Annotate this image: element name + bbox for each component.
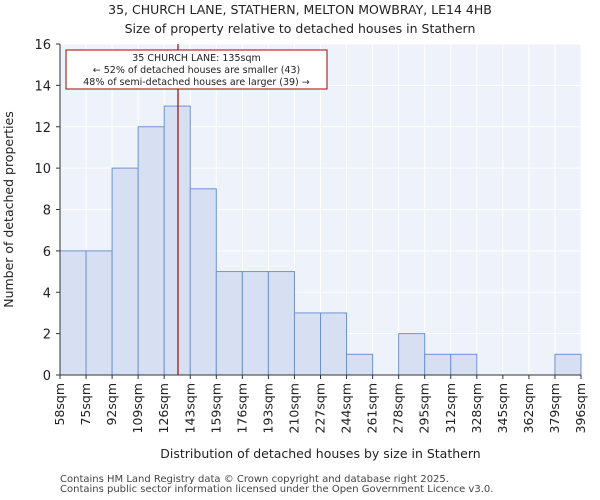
histogram-bar bbox=[189, 188, 217, 376]
annotation-line: 48% of semi-detached houses are larger (… bbox=[83, 77, 310, 88]
x-axis-title: Distribution of detached houses by size … bbox=[160, 446, 480, 461]
histogram-bar bbox=[424, 353, 452, 376]
footer-line-2: Contains public sector information licen… bbox=[60, 484, 494, 495]
y-tick-label: 8 bbox=[43, 204, 51, 219]
histogram-bar bbox=[241, 271, 269, 376]
histogram-bar bbox=[137, 126, 165, 376]
x-tick-label: 278sqm bbox=[391, 383, 406, 433]
histogram-bar bbox=[554, 353, 582, 376]
y-tick-label: 16 bbox=[34, 38, 51, 53]
histogram-bar bbox=[111, 167, 139, 376]
x-tick-label: 227sqm bbox=[313, 383, 328, 433]
chart-title: 35, CHURCH LANE, STATHERN, MELTON MOWBRA… bbox=[108, 2, 492, 17]
x-tick-label: 92sqm bbox=[104, 383, 119, 426]
x-tick-label: 244sqm bbox=[339, 383, 354, 433]
x-tick-label: 176sqm bbox=[234, 383, 249, 433]
y-tick-label: 0 bbox=[43, 369, 51, 384]
histogram-bar bbox=[85, 250, 113, 376]
histogram-bar bbox=[163, 105, 191, 376]
histogram-bar bbox=[215, 271, 243, 376]
histogram-bar bbox=[346, 353, 374, 376]
histogram-bar bbox=[293, 312, 322, 376]
histogram-bar bbox=[320, 312, 348, 376]
x-tick-label: 396sqm bbox=[573, 383, 588, 433]
x-tick-label: 210sqm bbox=[286, 383, 301, 433]
x-tick-label: 345sqm bbox=[495, 383, 510, 433]
chart-subtitle: Size of property relative to detached ho… bbox=[124, 21, 476, 36]
x-tick-label: 159sqm bbox=[208, 383, 223, 433]
x-tick-label: 193sqm bbox=[260, 383, 275, 433]
y-tick-label: 10 bbox=[34, 162, 51, 177]
x-tick-label: 261sqm bbox=[365, 383, 380, 433]
x-tick-label: 312sqm bbox=[443, 383, 458, 433]
x-tick-label: 362sqm bbox=[521, 383, 536, 433]
y-tick-label: 4 bbox=[43, 286, 51, 301]
y-tick-label: 14 bbox=[34, 79, 51, 94]
y-tick-label: 6 bbox=[43, 245, 51, 260]
x-tick-label: 109sqm bbox=[130, 383, 145, 433]
annotation-line: ← 52% of detached houses are smaller (43… bbox=[93, 65, 300, 76]
y-tick-label: 12 bbox=[34, 121, 51, 136]
histogram-bar bbox=[59, 250, 87, 376]
x-tick-label: 143sqm bbox=[182, 383, 197, 433]
y-axis-title: Number of detached properties bbox=[1, 111, 16, 308]
histogram-bar bbox=[398, 333, 426, 376]
x-tick-label: 328sqm bbox=[469, 383, 484, 433]
x-tick-label: 75sqm bbox=[78, 383, 93, 426]
annotation-line: 35 CHURCH LANE: 135sqm bbox=[132, 53, 260, 64]
histogram-bar bbox=[450, 353, 478, 376]
x-tick-label: 58sqm bbox=[52, 383, 67, 426]
histogram-bar bbox=[267, 271, 295, 376]
annotation-box bbox=[65, 49, 328, 90]
x-tick-label: 126sqm bbox=[156, 383, 171, 433]
y-tick-label: 2 bbox=[43, 328, 51, 343]
x-tick-label: 295sqm bbox=[417, 383, 432, 433]
footer-line-1: Contains HM Land Registry data © Crown c… bbox=[60, 474, 449, 485]
x-tick-label: 379sqm bbox=[547, 383, 562, 433]
